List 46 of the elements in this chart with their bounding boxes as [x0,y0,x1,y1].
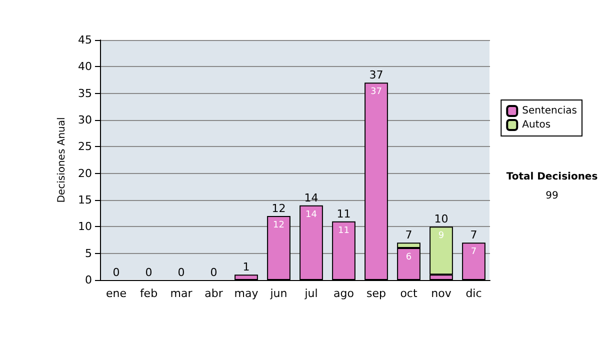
legend-label: Sentencias [522,106,578,116]
x-tick-label: sep [366,287,386,300]
total-label: 0 [112,266,120,279]
y-tick-label: 40 [78,60,92,74]
x-tick-label: dic [466,287,482,300]
x-tick-label: nov [431,287,452,300]
y-tick-label: 15 [78,194,92,206]
x-tick-label: may [234,287,259,300]
data-label: 6 [406,252,412,262]
total-label: 0 [178,266,185,279]
y-axis-title: Decisiones Anual [56,117,68,203]
total-label: 12 [272,202,286,215]
y-tick-label: 10 [78,220,92,234]
total-label: 0 [145,266,152,279]
y-tick-label: 30 [78,114,92,126]
data-label: 9 [438,231,444,242]
total-label: 11 [336,207,351,220]
x-tick-label: mar [170,287,193,300]
x-tick-label: ago [334,287,354,300]
y-tick-label: 0 [85,274,92,286]
data-label: 37 [370,87,382,98]
y-tick-label: 5 [85,246,92,260]
y-tick-label: 35 [78,86,92,100]
total-label: 7 [470,228,478,242]
x-tick-label: jul [304,287,318,300]
legend-label: Autos [522,120,551,130]
total-label: 14 [304,191,318,204]
data-label: 14 [306,210,318,220]
data-label: 12 [273,220,284,230]
total-label: 1 [242,260,250,274]
total-label: 37 [369,68,384,82]
total-label: 7 [405,228,412,242]
y-tick-label: 25 [78,140,92,154]
total-label: 10 [434,212,448,226]
text: Total Decisiones [506,172,598,182]
data-label: 7 [470,247,477,258]
x-tick-label: oct [400,287,418,300]
x-tick-label: jun [269,287,288,300]
y-tick-label: 45 [78,34,92,46]
x-tick-label: ene [106,287,127,300]
data-label: 11 [338,226,350,236]
y-tick-label: 20 [78,166,92,180]
x-tick-label: abr [204,287,224,300]
text: 99 [546,190,558,202]
total-label: 0 [210,266,218,279]
x-tick-label: feb [140,287,158,300]
